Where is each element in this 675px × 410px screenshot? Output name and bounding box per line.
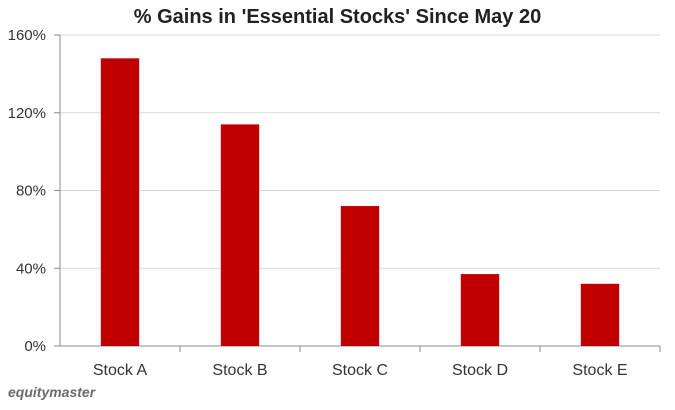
x-tick-label: Stock A bbox=[93, 362, 148, 379]
equitymaster-logo: equitymaster bbox=[8, 384, 96, 400]
y-tick-label: 160% bbox=[8, 27, 46, 44]
x-tick-label: Stock C bbox=[332, 362, 388, 379]
y-tick-label: 0% bbox=[24, 338, 46, 355]
bar-stock-b bbox=[220, 124, 260, 346]
x-tick-label: Stock D bbox=[452, 362, 508, 379]
x-tick-label: Stock B bbox=[212, 362, 267, 379]
chart-title: % Gains in 'Essential Stocks' Since May … bbox=[133, 6, 542, 28]
bar-stock-d bbox=[460, 274, 500, 346]
bar-stock-a bbox=[100, 58, 140, 346]
x-tick-label: Stock E bbox=[572, 362, 627, 379]
y-tick-label: 40% bbox=[16, 260, 46, 277]
bar-stock-e bbox=[580, 283, 620, 346]
y-tick-label: 120% bbox=[8, 105, 46, 122]
y-tick-label: 80% bbox=[16, 183, 46, 200]
bar-stock-c bbox=[340, 206, 380, 346]
